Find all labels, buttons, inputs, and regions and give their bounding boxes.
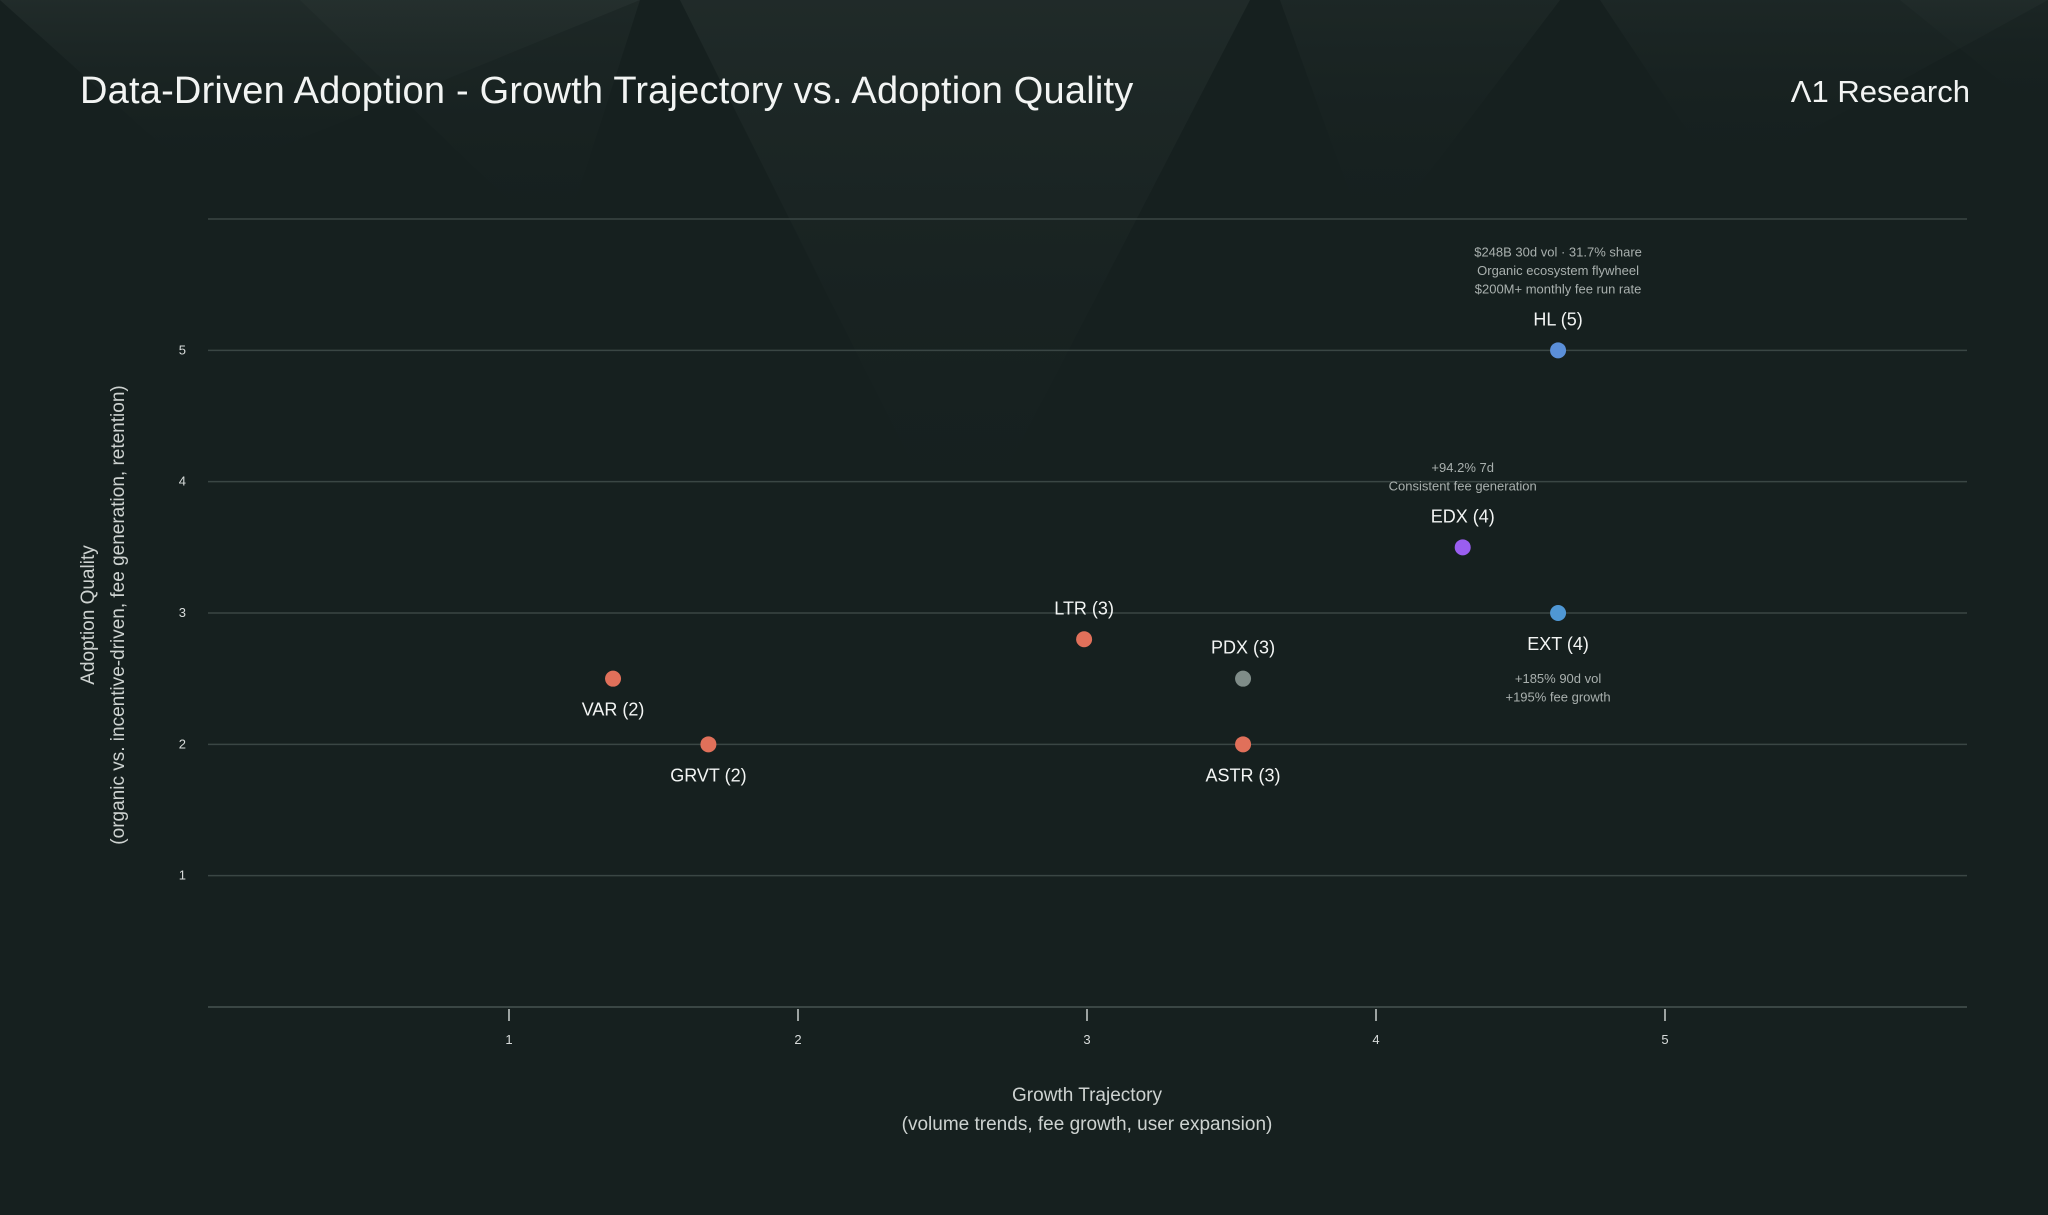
- data-point[interactable]: [1076, 631, 1093, 648]
- y-tick-label: 5: [179, 342, 186, 357]
- x-tick-label: 4: [1372, 1032, 1379, 1047]
- point-label: PDX (3): [1211, 638, 1275, 658]
- data-point-group: ASTR (3): [1206, 736, 1281, 785]
- point-label: LTR (3): [1054, 598, 1114, 618]
- data-point[interactable]: [700, 736, 717, 753]
- data-point-group: LTR (3): [1054, 598, 1114, 648]
- data-points: HL (5) $248B 30d vol · 31.7% share Organic…: [582, 244, 1642, 785]
- x-tick-label: 5: [1661, 1032, 1668, 1047]
- data-point[interactable]: [1550, 342, 1567, 359]
- data-point[interactable]: [1550, 605, 1567, 621]
- point-label: VAR (2): [582, 700, 645, 720]
- data-point[interactable]: [1454, 539, 1471, 556]
- y-axis-title: Adoption Quality: [78, 545, 99, 685]
- y-tick-label: 4: [179, 474, 186, 489]
- y-tick-label: 1: [179, 868, 186, 883]
- x-tick-label: 1: [505, 1032, 512, 1047]
- data-point-group: EXT (4) +185% 90d vol +195% fee growth: [1505, 605, 1611, 705]
- page-title: Data-Driven Adoption - Growth Trajectory…: [80, 70, 1134, 112]
- data-point[interactable]: [1235, 670, 1252, 687]
- point-annotation: $248B 30d vol · 31.7% share: [1474, 244, 1642, 259]
- brand-logo: Λ1 Research: [1790, 74, 1970, 109]
- y-tick-label: 3: [179, 605, 186, 620]
- point-label: GRVT (2): [670, 765, 746, 785]
- point-annotation: +195% fee growth: [1505, 690, 1610, 705]
- x-tick-label: 3: [1083, 1032, 1090, 1047]
- data-point[interactable]: [1235, 736, 1252, 753]
- point-annotation: Organic ecosystem flywheel: [1477, 263, 1639, 278]
- data-point[interactable]: [605, 670, 622, 687]
- point-label: ASTR (3): [1206, 765, 1281, 785]
- data-point-group: EDX (4) +94.2% 7d Consistent fee generatio…: [1389, 460, 1537, 556]
- y-axis-subtitle: (organic vs. incentive-driven, fee gener…: [108, 385, 129, 844]
- point-annotation: +185% 90d vol: [1515, 671, 1601, 686]
- x-axis-title: Growth Trajectory: [1012, 1085, 1162, 1106]
- point-annotation: $200M+ monthly fee run rate: [1475, 281, 1642, 296]
- y-tick-label: 2: [179, 736, 186, 751]
- grid: [208, 218, 1967, 877]
- data-point-group: GRVT (2): [670, 736, 747, 785]
- point-label: HL (5): [1533, 309, 1582, 329]
- data-point-group: VAR (2): [582, 670, 645, 720]
- x-tick-label: 2: [794, 1032, 801, 1047]
- x-axis-subtitle: (volume trends, fee growth, user expansi…: [902, 1114, 1273, 1135]
- data-point-group: HL (5) $248B 30d vol · 31.7% share Organic…: [1474, 244, 1642, 359]
- point-annotation: Consistent fee generation: [1389, 478, 1537, 493]
- axes: 1 2 3 4 5 1 2 3 4 5: [179, 342, 1967, 1047]
- point-label: EDX (4): [1431, 506, 1495, 526]
- point-label: EXT (4): [1527, 634, 1589, 654]
- point-annotation: +94.2% 7d: [1431, 460, 1494, 475]
- data-point-group: PDX (3): [1211, 638, 1275, 687]
